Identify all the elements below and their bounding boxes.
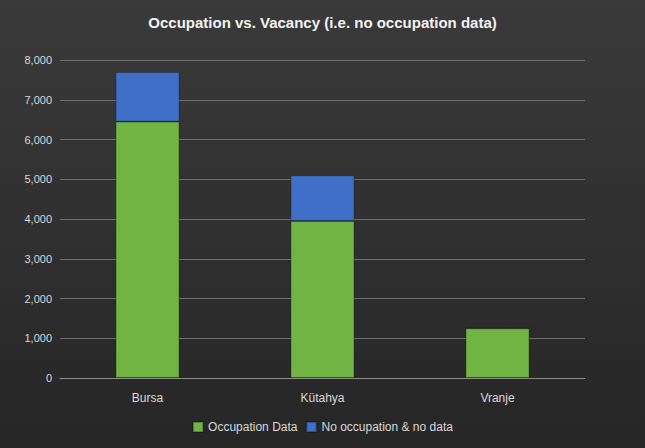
svg-text:Vranje: Vranje — [480, 391, 515, 405]
svg-text:Occupation vs. Vacancy (i.e. n: Occupation vs. Vacancy (i.e. no occupati… — [148, 14, 496, 31]
svg-text:No occupation & no data: No occupation & no data — [321, 420, 453, 434]
svg-text:Occupation Data: Occupation Data — [208, 420, 298, 434]
svg-text:0: 0 — [46, 372, 52, 384]
svg-text:7,000: 7,000 — [24, 94, 52, 106]
svg-text:4,000: 4,000 — [24, 213, 52, 225]
svg-text:6,000: 6,000 — [24, 134, 52, 146]
svg-text:Kütahya: Kütahya — [300, 391, 344, 405]
svg-text:1,000: 1,000 — [24, 332, 52, 344]
svg-text:5,000: 5,000 — [24, 173, 52, 185]
svg-text:3,000: 3,000 — [24, 253, 52, 265]
svg-text:8,000: 8,000 — [24, 54, 52, 66]
svg-text:Bursa: Bursa — [132, 391, 164, 405]
svg-text:2,000: 2,000 — [24, 293, 52, 305]
